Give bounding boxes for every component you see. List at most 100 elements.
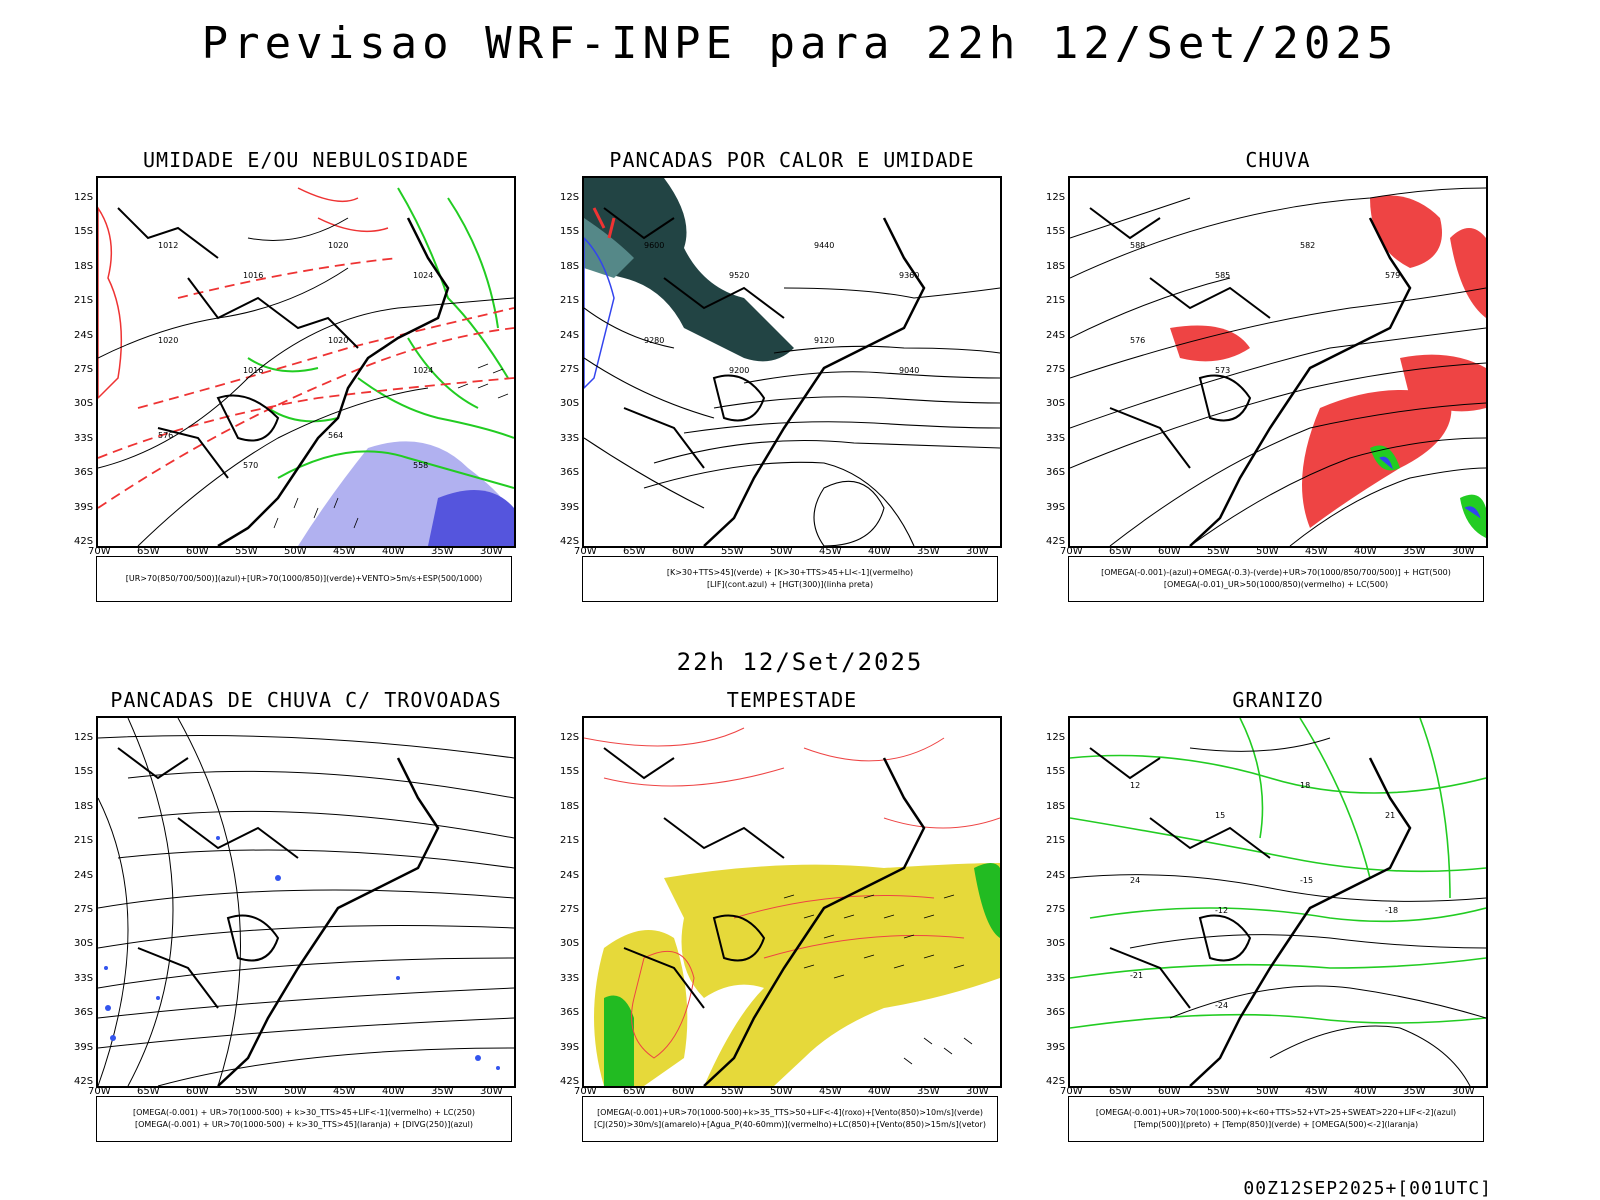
lon-tick-label: 30W <box>1452 1086 1475 1097</box>
lat-tick-label: 15S <box>560 766 580 778</box>
lat-tick-label: 27S <box>1046 904 1066 915</box>
lon-tick-label: 70W <box>574 546 597 557</box>
contour-label: 1020 <box>328 241 348 250</box>
coastline <box>217 757 440 1086</box>
lon-tick-label: 45W <box>1305 546 1328 557</box>
map-hail[interactable]: 12 15 18 21 24 -12 -15 -18 -21 -24 <box>1068 716 1488 1088</box>
lon-tick-label: 35W <box>431 1086 454 1097</box>
lon-tick-label: 50W <box>1256 1086 1279 1097</box>
lat-tick-label: 12S <box>74 192 94 203</box>
coastline <box>703 217 926 546</box>
legend-line: [UR>70(850/700/500)](azul)+[UR>70(1000/8… <box>125 574 483 583</box>
contour-label: -18 <box>1385 906 1398 915</box>
lon-tick-label: 40W <box>1354 1086 1377 1097</box>
panel-legend: [K>30+TTS>45](verde) + [K>30+TTS>45+LI<-… <box>582 556 998 602</box>
lat-tick-label: 21S <box>560 835 580 847</box>
map-rain[interactable]: 588 585 582 579 576 573 <box>1068 176 1488 548</box>
lon-tick-label: 60W <box>672 1086 695 1097</box>
lon-tick-label: 65W <box>137 1086 160 1097</box>
lat-tick-label: 12S <box>560 732 580 743</box>
lat-tick-label: 36S <box>1046 1007 1066 1019</box>
lat-tick-label: 21S <box>1046 835 1066 847</box>
contour-label: -21 <box>1130 971 1143 980</box>
lat-tick-label: 27S <box>1046 364 1066 375</box>
map-plot: 9600 9520 9440 9360 9280 9200 9120 9040 <box>584 178 1000 546</box>
lat-tick-label: 33S <box>1046 432 1066 444</box>
contour-label: 570 <box>243 461 258 470</box>
coastline <box>1189 757 1412 1086</box>
map-thunderstorm-showers[interactable] <box>96 716 516 1088</box>
lon-tick-label: 40W <box>868 1086 891 1097</box>
contour-label: 576 <box>158 431 173 440</box>
lon-tick-label: 45W <box>819 546 842 557</box>
lat-tick-label: 42S <box>560 1076 580 1087</box>
lif-contour <box>584 236 615 390</box>
panel-legend: [OMEGA(-0.001) + UR>70(1000-500) + k>30_… <box>96 1096 512 1142</box>
contour-label: 564 <box>328 431 343 440</box>
lon-tick-label: 70W <box>1060 1086 1083 1097</box>
lon-tick-label: 55W <box>721 546 744 557</box>
contour-label: 1012 <box>158 241 178 250</box>
lon-tick-label: 35W <box>1403 1086 1426 1097</box>
lon-tick-label: 60W <box>1158 546 1181 557</box>
lat-tick-label: 42S <box>1046 536 1066 547</box>
lat-tick-label: 39S <box>560 1041 580 1053</box>
lon-tick-label: 55W <box>1207 546 1230 557</box>
valid-time-title: 22h 12/Set/2025 <box>676 648 924 676</box>
lat-tick-label: 27S <box>74 364 94 375</box>
panel-title: UMIDADE E/OU NEBULOSIDADE <box>142 148 470 172</box>
contour-label: 9360 <box>899 271 919 280</box>
lat-tick-label: 15S <box>1046 226 1066 238</box>
lat-tick-label: 39S <box>1046 1041 1066 1053</box>
lon-tick-label: 50W <box>284 1086 307 1097</box>
lon-tick-label: 45W <box>1305 1086 1328 1097</box>
map-heat-showers[interactable]: 9600 9520 9440 9360 9280 9200 9120 9040 <box>582 176 1002 548</box>
lat-tick-label: 27S <box>560 364 580 375</box>
lon-tick-label: 50W <box>770 1086 793 1097</box>
legend-line: [LIF](cont.azul) + [HGT(300)](linha pret… <box>706 580 874 589</box>
lon-tick-label: 30W <box>480 1086 503 1097</box>
lon-tick-label: 55W <box>1207 1086 1230 1097</box>
lat-tick-label: 15S <box>1046 766 1066 778</box>
main-title: Previsao WRF-INPE para 22h 12/Set/2025 <box>201 18 1399 69</box>
lat-tick-label: 33S <box>560 972 580 984</box>
lon-tick-label: 40W <box>382 1086 405 1097</box>
map-humidity[interactable]: 1012 1016 1020 1024 1020 1016 1020 1024 576 570 56… <box>96 176 516 548</box>
map-storm[interactable] <box>582 716 1002 1088</box>
green-contours <box>277 187 514 489</box>
lon-tick-label: 70W <box>574 1086 597 1097</box>
contour-label: 585 <box>1215 271 1230 280</box>
hgt-contours <box>1070 187 1486 546</box>
lat-tick-label: 39S <box>74 501 94 513</box>
lon-tick-label: 45W <box>819 1086 842 1097</box>
streamlines <box>98 718 514 1086</box>
hgt-contours <box>584 287 1000 546</box>
panel-legend: [UR>70(850/700/500)](azul)+[UR>70(1000/8… <box>96 556 512 602</box>
lat-tick-label: 24S <box>1046 869 1066 881</box>
panel-heat-showers: PANCADAS POR CALOR E UMIDADE 9600 9520 944… <box>560 148 1002 618</box>
lat-tick-label: 15S <box>560 226 580 238</box>
lat-tick-label: 12S <box>74 732 94 743</box>
lon-tick-label: 50W <box>284 546 307 557</box>
panel-title: PANCADAS POR CALOR E UMIDADE <box>609 148 975 172</box>
lat-tick-label: 12S <box>560 192 580 203</box>
contour-label: 24 <box>1130 876 1140 885</box>
contour-label: 9520 <box>729 271 749 280</box>
contour-label: 9280 <box>644 336 664 345</box>
lon-tick-label: 40W <box>382 546 405 557</box>
lon-tick-label: 50W <box>1256 546 1279 557</box>
lat-tick-label: 42S <box>74 536 94 547</box>
lon-tick-label: 35W <box>1403 546 1426 557</box>
lat-tick-label: 33S <box>74 432 94 444</box>
divergence-blobs <box>104 836 500 1070</box>
lat-tick-label: 12S <box>1046 732 1066 743</box>
legend-line: [Temp(500)](preto) + [Temp(850)](verde) … <box>1133 1120 1419 1129</box>
temp850-contours <box>1070 718 1486 1029</box>
lat-tick-label: 15S <box>74 766 94 778</box>
lat-tick-label: 30S <box>1046 938 1066 950</box>
legend-line: [OMEGA(-0.01)_UR>50(1000/850)(vermelho) … <box>1163 580 1389 589</box>
lon-tick-label: 65W <box>1109 1086 1132 1097</box>
map-plot: 588 585 582 579 576 573 <box>1070 187 1486 546</box>
lat-tick-label: 36S <box>560 467 580 479</box>
lon-tick-label: 30W <box>480 546 503 557</box>
